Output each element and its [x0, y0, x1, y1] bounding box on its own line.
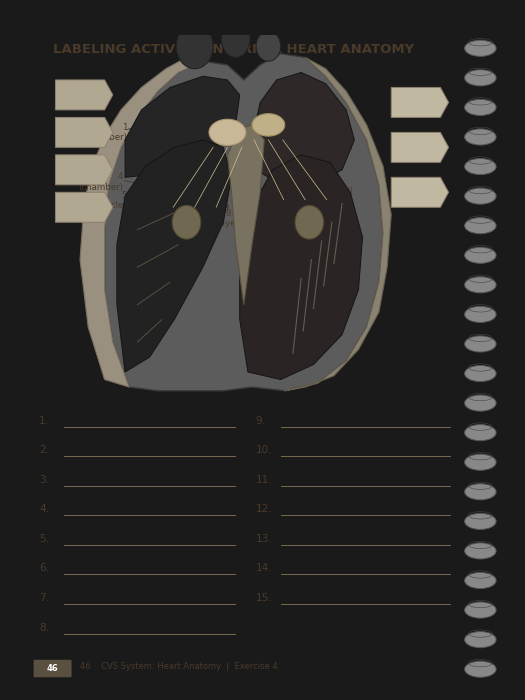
Ellipse shape: [465, 425, 496, 441]
Ellipse shape: [465, 40, 496, 56]
Polygon shape: [80, 57, 203, 387]
Polygon shape: [391, 88, 448, 118]
Text: 9.: 9.: [256, 416, 266, 426]
Polygon shape: [125, 76, 240, 177]
Polygon shape: [56, 155, 113, 185]
Text: 4.: 4.: [39, 504, 49, 514]
Text: LABELING ACTIVITY: INTERNAL HEART ANATOMY: LABELING ACTIVITY: INTERNAL HEART ANATOM…: [52, 43, 414, 56]
Text: 15.: 15.: [256, 593, 272, 603]
Ellipse shape: [465, 129, 496, 145]
Text: 46: 46: [47, 664, 58, 673]
Ellipse shape: [465, 307, 496, 323]
Text: 5.: 5.: [39, 534, 49, 544]
Text: 10.: 10.: [256, 445, 272, 455]
Ellipse shape: [465, 484, 496, 500]
Polygon shape: [391, 177, 448, 207]
Text: 8.: 8.: [39, 622, 49, 633]
Text: 8
(layer): 8 (layer): [195, 209, 223, 228]
Text: 15: 15: [303, 122, 314, 132]
Ellipse shape: [465, 99, 496, 116]
Ellipse shape: [465, 247, 496, 263]
Ellipse shape: [465, 454, 496, 470]
Ellipse shape: [465, 602, 496, 618]
Ellipse shape: [176, 24, 213, 69]
Text: 4
(chamber): 4 (chamber): [78, 172, 123, 192]
Text: 13: 13: [309, 150, 320, 159]
Text: 12: 12: [309, 162, 320, 172]
Text: 2.: 2.: [39, 445, 49, 455]
Polygon shape: [227, 125, 264, 304]
Text: 14.: 14.: [256, 564, 272, 573]
Text: 46    CVS System: Heart Anatomy  |  Exercise 4: 46 CVS System: Heart Anatomy | Exercise …: [80, 662, 277, 671]
Text: 7
(layer): 7 (layer): [176, 209, 204, 228]
Polygon shape: [391, 132, 448, 162]
Text: 14
(chamber): 14 (chamber): [309, 132, 353, 151]
Ellipse shape: [465, 336, 496, 352]
Ellipse shape: [465, 395, 496, 411]
Text: 2: 2: [130, 145, 135, 154]
Ellipse shape: [465, 365, 496, 382]
Ellipse shape: [465, 218, 496, 234]
Text: 9
(layer): 9 (layer): [214, 209, 243, 228]
Polygon shape: [104, 54, 383, 391]
Polygon shape: [56, 80, 113, 110]
Polygon shape: [285, 57, 391, 391]
Polygon shape: [252, 73, 354, 185]
Ellipse shape: [465, 661, 496, 678]
Text: 3.: 3.: [39, 475, 49, 484]
Ellipse shape: [256, 32, 281, 61]
Text: 7.: 7.: [39, 593, 49, 603]
Text: 5
(muscle): 5 (muscle): [90, 191, 127, 210]
Ellipse shape: [465, 276, 496, 293]
Text: 1
(chamber): 1 (chamber): [82, 122, 127, 142]
Text: 12.: 12.: [256, 504, 272, 514]
Ellipse shape: [465, 158, 496, 174]
Ellipse shape: [465, 543, 496, 559]
Text: 3: 3: [130, 159, 135, 167]
FancyBboxPatch shape: [34, 660, 71, 678]
Ellipse shape: [209, 119, 246, 146]
Text: 6.: 6.: [39, 564, 49, 573]
Polygon shape: [240, 155, 363, 379]
Text: 10: 10: [255, 206, 266, 215]
Polygon shape: [117, 140, 232, 372]
Text: 1.: 1.: [39, 416, 49, 426]
Ellipse shape: [465, 631, 496, 648]
Text: 11.: 11.: [256, 475, 272, 484]
Ellipse shape: [222, 20, 250, 57]
Ellipse shape: [252, 113, 285, 136]
Ellipse shape: [465, 513, 496, 529]
Ellipse shape: [465, 573, 496, 589]
Text: 13.: 13.: [256, 534, 272, 544]
Ellipse shape: [295, 205, 323, 239]
Ellipse shape: [465, 70, 496, 86]
Text: 6: 6: [163, 211, 169, 220]
Polygon shape: [56, 193, 113, 223]
Polygon shape: [56, 118, 113, 148]
Text: 11
(chamber): 11 (chamber): [309, 176, 353, 195]
Ellipse shape: [172, 205, 201, 239]
Ellipse shape: [465, 188, 496, 204]
